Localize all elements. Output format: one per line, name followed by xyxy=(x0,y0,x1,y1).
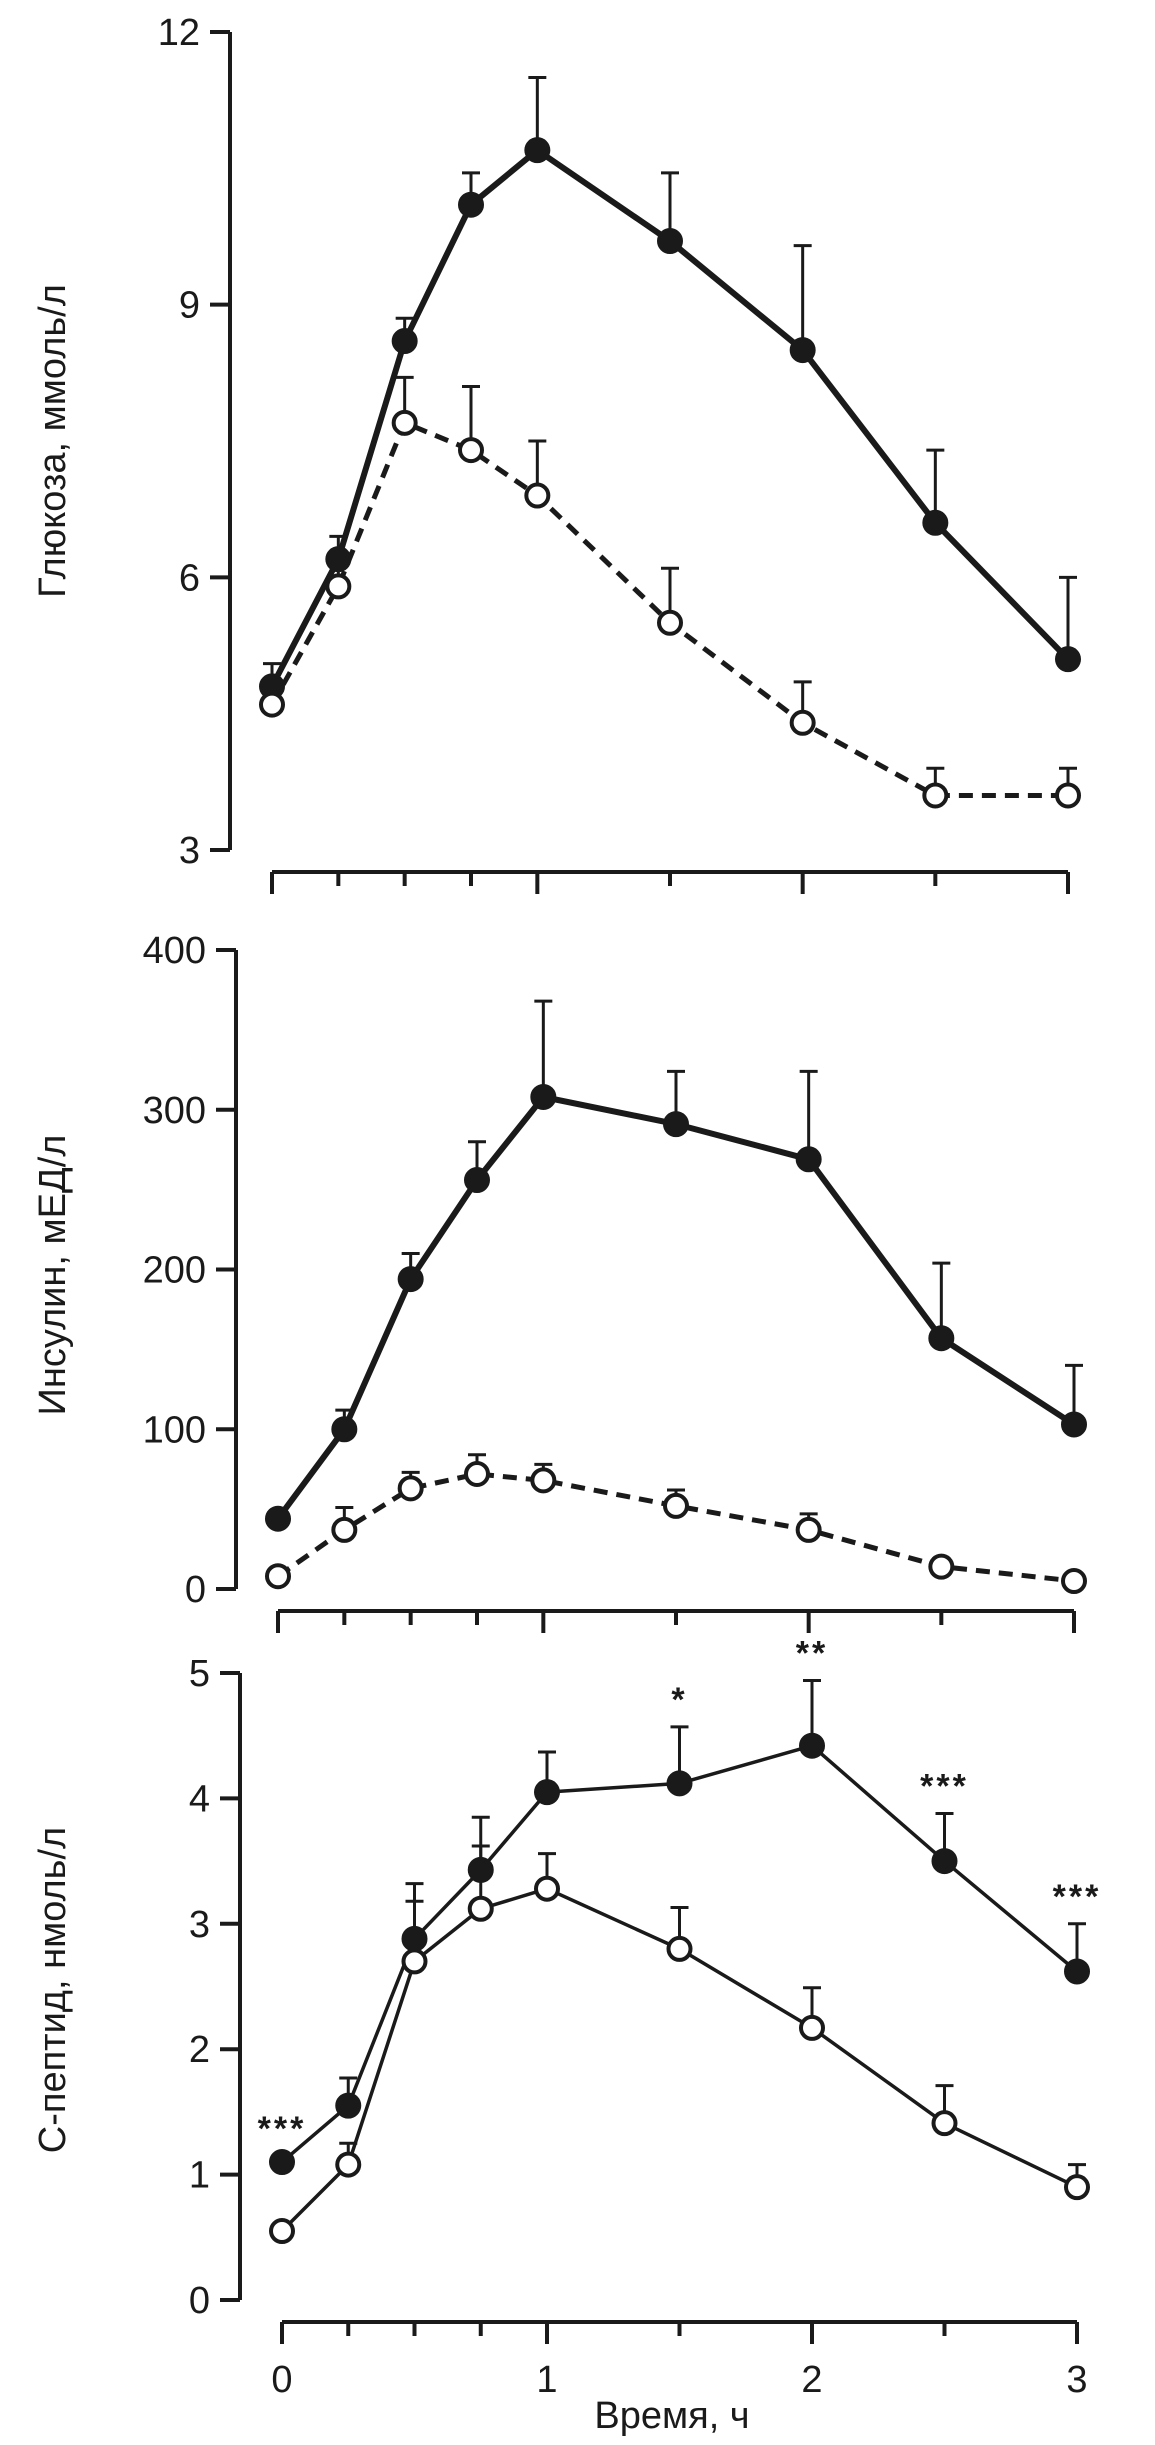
y-tick-label: 0 xyxy=(185,1569,206,1611)
significance-marker: *** xyxy=(920,1767,969,1805)
open-point xyxy=(259,691,285,718)
series-line-2 xyxy=(276,1471,1075,1584)
filled-point xyxy=(534,1779,560,1806)
filled-point xyxy=(331,1416,358,1443)
filled-point xyxy=(391,328,418,355)
x-tick-label: 2 xyxy=(801,2359,822,2401)
series-line-1 xyxy=(275,1094,1076,1521)
filled-point xyxy=(464,1167,490,1194)
open-point xyxy=(464,1460,490,1487)
open-point xyxy=(1061,1568,1087,1595)
filled-point xyxy=(1061,1411,1087,1438)
y-tick-label: 400 xyxy=(143,930,206,972)
filled-point xyxy=(1064,1958,1090,1985)
filled-point xyxy=(928,1325,955,1352)
filled-point xyxy=(922,509,949,536)
open-point xyxy=(928,1553,955,1580)
filled-point xyxy=(325,546,352,573)
chart-panel-1: 3 6 9 12 Глюкоза, ммоль/л xyxy=(32,12,1081,894)
y-tick-label: 9 xyxy=(179,285,200,327)
y-tick-label: 1 xyxy=(189,2155,210,2197)
filled-point xyxy=(401,1925,428,1952)
y-tick-label: 2 xyxy=(189,2029,210,2071)
open-point xyxy=(265,1563,291,1590)
y-tick-label: 5 xyxy=(189,1653,210,1695)
filled-point xyxy=(397,1266,424,1293)
significance-marker: *** xyxy=(258,2110,307,2148)
significance-marker: *** xyxy=(1053,1878,1102,1916)
y-axis-title: С-пептид, нмоль/л xyxy=(32,1827,74,2153)
open-point xyxy=(401,1948,428,1975)
filled-point xyxy=(335,2092,362,2119)
filled-point xyxy=(795,1146,822,1173)
y-axis-title: Инсулин, мЕД/л xyxy=(32,1135,74,1416)
filled-point xyxy=(458,191,484,218)
filled-point xyxy=(530,1083,557,1110)
filled-point xyxy=(1055,646,1081,673)
filled-point xyxy=(269,2149,295,2176)
open-point xyxy=(331,1516,358,1543)
y-tick-label: 200 xyxy=(143,1250,206,1292)
y-tick-label: 3 xyxy=(179,830,200,872)
open-point xyxy=(799,2014,825,2041)
significance-marker: * xyxy=(671,1681,687,1719)
y-tick-label: 100 xyxy=(143,1409,206,1451)
open-point xyxy=(666,1935,693,1962)
open-point xyxy=(789,709,816,736)
x-tick-label: 1 xyxy=(536,2359,557,2401)
filled-point xyxy=(666,1770,693,1797)
open-point xyxy=(663,1492,689,1519)
x-tick-label: 0 xyxy=(271,2359,292,2401)
open-point xyxy=(931,2110,958,2137)
y-tick-label: 300 xyxy=(143,1090,206,1132)
x-tick-label: 3 xyxy=(1066,2359,1087,2401)
open-point xyxy=(795,1516,822,1543)
open-point xyxy=(530,1467,557,1494)
filled-point xyxy=(265,1505,291,1532)
open-point xyxy=(657,609,683,636)
open-point xyxy=(458,437,484,464)
open-point xyxy=(269,2218,295,2245)
filled-point xyxy=(657,228,683,255)
filled-point xyxy=(467,1856,494,1883)
y-tick-label: 12 xyxy=(158,12,200,54)
y-axis-title: Глюкоза, ммоль/л xyxy=(32,284,74,598)
open-point xyxy=(1064,2174,1090,2201)
filled-point xyxy=(931,1848,958,1875)
y-tick-label: 0 xyxy=(189,2280,210,2322)
filled-point xyxy=(524,137,551,164)
y-tick-label: 6 xyxy=(179,557,200,599)
y-tick-label: 4 xyxy=(189,1778,210,1820)
filled-point xyxy=(789,337,816,364)
open-point xyxy=(335,2151,362,2178)
open-point xyxy=(1055,782,1081,809)
open-point xyxy=(391,409,418,436)
open-point xyxy=(534,1875,560,1902)
open-point xyxy=(467,1895,494,1922)
significance-marker: ** xyxy=(796,1635,828,1673)
x-axis-title: Время, ч xyxy=(594,2395,749,2437)
chart-panel-2: 0 100 200 300 400 Инсулин, мЕД/л xyxy=(32,930,1087,1633)
open-point xyxy=(524,482,551,509)
y-tick-label: 3 xyxy=(189,1904,210,1946)
filled-point xyxy=(799,1732,825,1759)
open-point xyxy=(325,573,352,600)
open-point xyxy=(397,1475,424,1502)
filled-point xyxy=(663,1111,689,1138)
open-point xyxy=(922,782,949,809)
